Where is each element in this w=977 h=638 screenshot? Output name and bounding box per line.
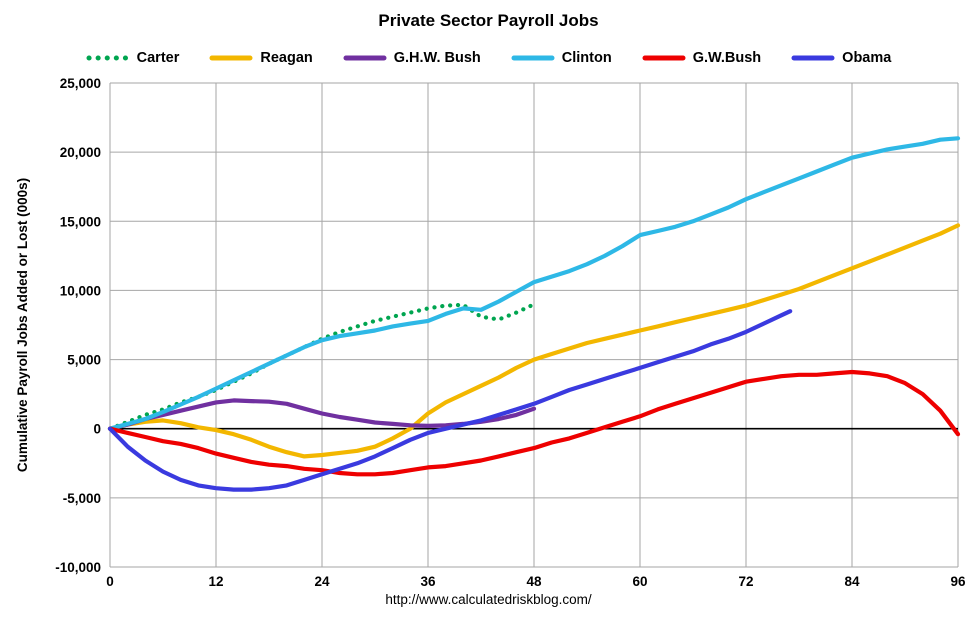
legend: Carter Reagan G.H.W. Bush Clinton G.W.Bush Ob… xyxy=(0,43,977,73)
legend-label-carter: Carter xyxy=(136,50,180,66)
legend-label-g-w-bush: G.W.Bush xyxy=(692,50,762,66)
y-tick-label: 25,000 xyxy=(60,76,101,91)
y-tick-label: 10,000 xyxy=(60,283,101,298)
x-tick-label: 36 xyxy=(420,574,436,589)
y-tick-label: 5,000 xyxy=(67,353,101,368)
legend-item-reagan: Reagan xyxy=(209,50,313,66)
legend-label-obama: Obama xyxy=(842,50,892,66)
series-line-g-w-bush xyxy=(107,369,961,477)
legend-item-obama: Obama xyxy=(791,50,891,66)
legend-swatch-g-h-w-bush-icon xyxy=(343,55,387,61)
legend-label-g-h-w-bush: G.H.W. Bush xyxy=(393,50,481,66)
legend-swatch-clinton-icon xyxy=(511,55,555,61)
y-tick-label: 15,000 xyxy=(60,214,101,229)
y-axis-title: Cumulative Payroll Jobs Added or Lost (0… xyxy=(15,178,30,472)
x-tick-label: 72 xyxy=(738,574,753,589)
series-line-reagan xyxy=(107,223,961,459)
legend-swatch-carter-icon xyxy=(86,55,130,61)
legend-swatch-reagan-icon xyxy=(209,55,253,61)
y-tick-label: 20,000 xyxy=(60,145,101,160)
legend-item-g-w-bush: G.W.Bush xyxy=(642,50,761,66)
series-lines xyxy=(107,136,961,492)
footer-url: http://www.calculatedriskblog.com/ xyxy=(385,592,592,607)
x-tick-label: 48 xyxy=(526,574,542,589)
legend-label-clinton: Clinton xyxy=(561,50,612,66)
series-line-obama xyxy=(107,309,793,492)
y-tick-label: 0 xyxy=(93,422,101,437)
y-tick-label: -10,000 xyxy=(55,560,101,575)
tick-labels: 0 12 24 36 48 60 72 84 96 -10,000 -5,000 0 5,000 10,0… xyxy=(15,76,966,589)
chart-svg: 0 12 24 36 48 60 72 84 96 -10,000 -5,000 0 5,000 10,0… xyxy=(15,76,966,589)
x-tick-label: 60 xyxy=(632,574,647,589)
legend-item-clinton: Clinton xyxy=(511,50,612,66)
plot-area: 0 12 24 36 48 60 72 84 96 -10,000 -5,000 0 5,000 10,0… xyxy=(0,75,977,590)
x-tick-label: 84 xyxy=(844,574,860,589)
x-tick-label: 96 xyxy=(950,574,966,589)
legend-item-carter: Carter xyxy=(86,50,180,66)
chart-title: Private Sector Payroll Jobs xyxy=(378,11,599,30)
legend-swatch-g-w-bush-icon xyxy=(642,55,686,61)
legend-swatch-obama-icon xyxy=(791,55,835,61)
y-tick-label: -5,000 xyxy=(63,491,101,506)
series-line-clinton xyxy=(107,136,961,431)
legend-item-g-h-w-bush: G.H.W. Bush xyxy=(343,50,481,66)
legend-label-reagan: Reagan xyxy=(260,50,313,66)
x-tick-label: 12 xyxy=(208,574,223,589)
x-tick-label: 24 xyxy=(314,574,330,589)
gridlines xyxy=(109,82,959,568)
x-tick-label: 0 xyxy=(106,574,114,589)
